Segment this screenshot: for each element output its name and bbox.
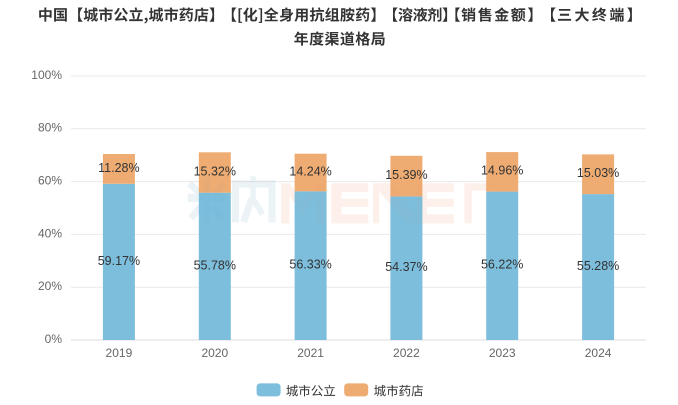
svg-text:20%: 20% [38, 279, 62, 293]
svg-text:56.33%: 56.33% [289, 258, 331, 272]
svg-text:0%: 0% [45, 332, 63, 346]
svg-text:15.39%: 15.39% [385, 168, 427, 182]
svg-text:15.32%: 15.32% [194, 164, 236, 178]
svg-text:80%: 80% [38, 121, 62, 135]
svg-text:55.78%: 55.78% [194, 258, 236, 272]
svg-text:14.96%: 14.96% [481, 164, 523, 178]
svg-text:100%: 100% [31, 68, 62, 82]
svg-text:59.17%: 59.17% [98, 254, 140, 268]
svg-text:2021: 2021 [297, 346, 324, 360]
svg-text:56.22%: 56.22% [481, 258, 523, 272]
svg-text:2020: 2020 [201, 346, 228, 360]
svg-text:60%: 60% [38, 174, 62, 188]
svg-text:14.24%: 14.24% [289, 164, 331, 178]
svg-text:2023: 2023 [489, 346, 516, 360]
svg-text:55.28%: 55.28% [577, 259, 619, 273]
svg-text:40%: 40% [38, 226, 62, 240]
svg-text:11.28%: 11.28% [98, 161, 139, 175]
svg-text:2019: 2019 [106, 346, 133, 360]
svg-text:2024: 2024 [585, 346, 612, 360]
svg-text:15.03%: 15.03% [577, 166, 619, 180]
svg-text:2022: 2022 [393, 346, 420, 360]
svg-text:54.37%: 54.37% [385, 260, 427, 274]
